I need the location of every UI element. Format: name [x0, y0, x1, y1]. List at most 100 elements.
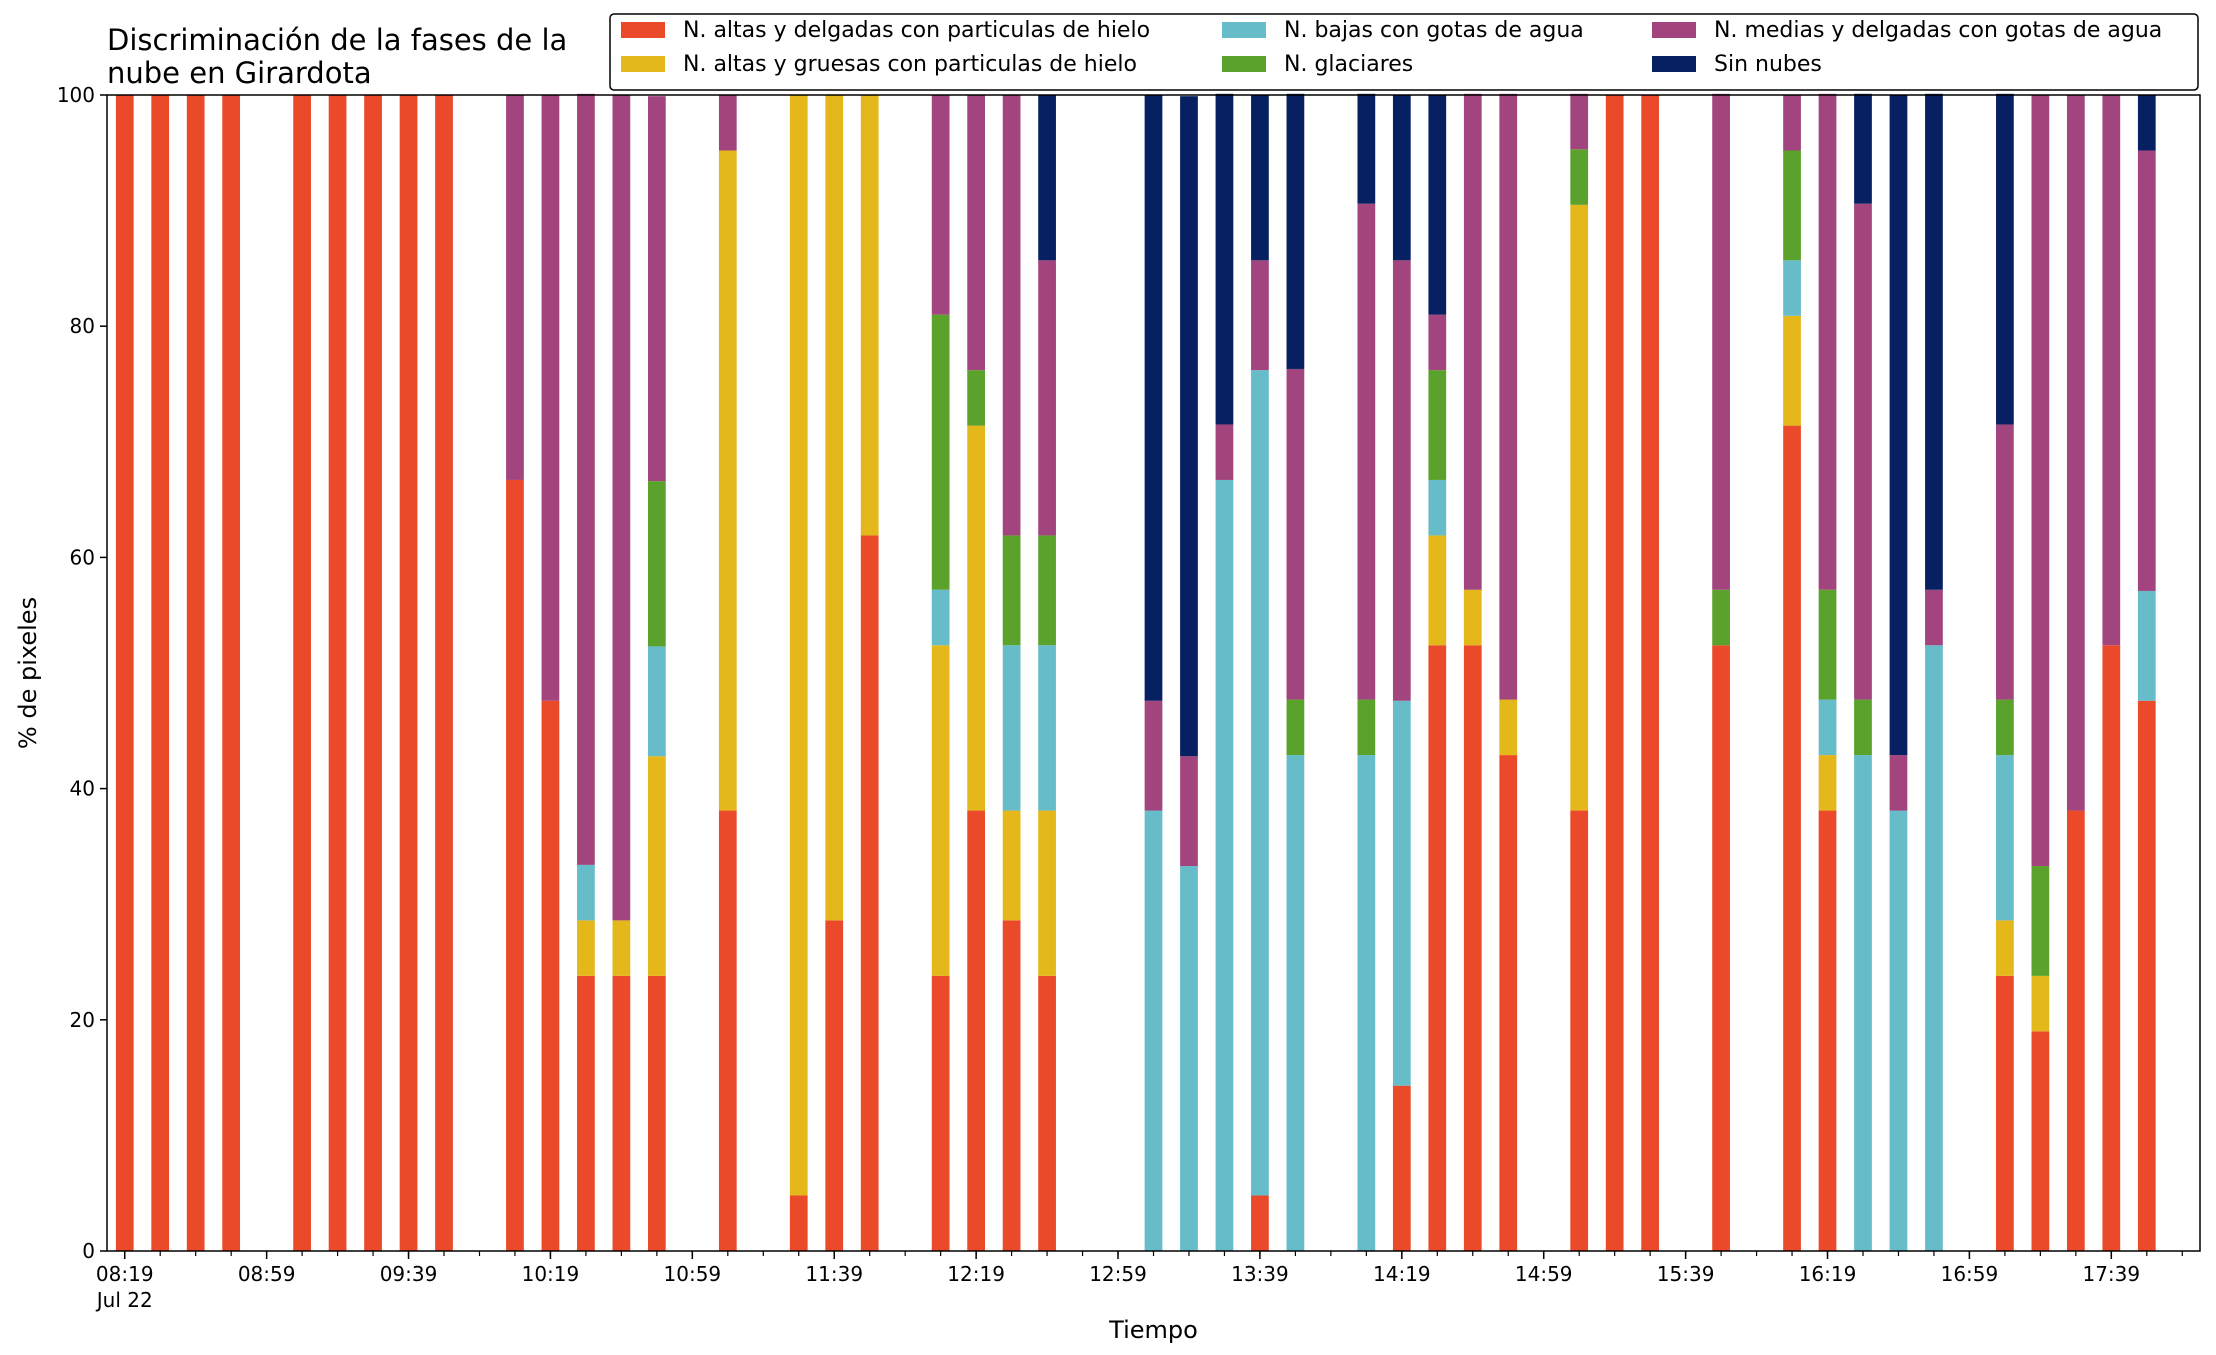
y-axis-label: % de pixeles — [14, 597, 42, 749]
bar-segment-38-3 — [1854, 699, 1872, 756]
y-tick-label-3: 60 — [70, 545, 95, 569]
bar-segment-23-5 — [1180, 96, 1198, 757]
bar-segment-3-0 — [222, 95, 241, 1251]
bar-segment-14-1 — [718, 150, 737, 811]
bar-segment-20-4 — [1002, 95, 1021, 536]
legend-label-1: N. altas y gruesas con particulas de hie… — [683, 52, 1137, 77]
bar-segment-37-3 — [1818, 589, 1837, 700]
legend-swatch-3 — [1222, 56, 1266, 72]
x-axis-label: Tiempo — [1108, 1316, 1198, 1344]
legend-swatch-5 — [1652, 56, 1696, 72]
bar-segment-29-5 — [1428, 95, 1447, 315]
y-tick-label-1: 20 — [70, 1008, 95, 1032]
x-tick-label-4: 10:59 — [664, 1262, 722, 1286]
bar-segment-41-5 — [1996, 93, 2014, 425]
bar-segment-40-2 — [1925, 645, 1943, 1251]
bar-segment-21-4 — [1038, 260, 1056, 536]
bar-segment-21-1 — [1038, 810, 1056, 976]
bar-segment-4-0 — [293, 95, 311, 1251]
legend-box — [609, 13, 2199, 91]
chart-title-line-2: nube en Girardota — [107, 56, 372, 90]
bar-segment-28-0 — [1392, 1085, 1411, 1251]
x-tick-label-13: 16:59 — [1941, 1262, 1999, 1286]
bar-segment-28-4 — [1392, 260, 1411, 701]
bar-segment-13-4 — [647, 96, 666, 482]
y-tick-label-4: 80 — [70, 314, 95, 338]
x-tick-sublabel: Jul 22 — [95, 1288, 153, 1312]
bar-segment-36-3 — [1783, 150, 1801, 261]
bar-segment-17-1 — [860, 95, 879, 536]
bar-segment-12-4 — [612, 95, 631, 921]
bar-segment-43-0 — [2066, 810, 2085, 1251]
bar-segment-35-4 — [1712, 93, 1730, 590]
x-tick-label-2: 09:39 — [380, 1262, 438, 1286]
bar-segment-13-0 — [647, 975, 666, 1251]
bar-segment-8-0 — [435, 95, 453, 1251]
bar-segment-36-4 — [1783, 95, 1801, 151]
bars-layer — [115, 93, 2156, 1251]
bar-segment-39-2 — [1889, 810, 1908, 1251]
bar-segment-42-0 — [2031, 1031, 2050, 1251]
bar-segment-38-5 — [1854, 93, 1872, 204]
bar-segment-18-2 — [931, 589, 950, 646]
bar-segment-32-1 — [1570, 204, 1589, 811]
bar-segment-26-3 — [1286, 699, 1305, 756]
bar-segment-17-0 — [860, 535, 879, 1251]
bar-segment-29-0 — [1428, 645, 1447, 1251]
chart-title-line-1: Discriminación de la fases de la — [107, 23, 567, 57]
x-tick-label-5: 11:39 — [805, 1262, 863, 1286]
bar-segment-20-0 — [1002, 920, 1021, 1251]
bar-segment-7-0 — [399, 95, 418, 1251]
bar-segment-13-1 — [647, 756, 666, 976]
bar-segment-15-0 — [789, 1195, 808, 1251]
bar-segment-44-4 — [2102, 95, 2121, 646]
bar-segment-19-3 — [967, 370, 985, 426]
bar-segment-18-1 — [931, 645, 950, 976]
bar-segment-28-5 — [1392, 95, 1411, 261]
bar-segment-20-3 — [1002, 535, 1021, 646]
legend: N. altas y delgadas con particulas de hi… — [609, 13, 2199, 91]
bar-segment-6-0 — [364, 95, 382, 1251]
bar-segment-41-1 — [1996, 920, 2014, 976]
bar-segment-40-5 — [1925, 93, 1943, 590]
bar-segment-24-5 — [1215, 93, 1234, 425]
bar-segment-27-4 — [1357, 203, 1376, 700]
y-tick-label-0: 0 — [82, 1239, 95, 1263]
bar-segment-42-4 — [2031, 95, 2050, 867]
y-axis: 0 20 40 60 80 100 — [57, 83, 107, 1263]
legend-swatch-1 — [621, 56, 665, 72]
bar-segment-18-4 — [931, 95, 950, 315]
y-tick-label-5: 100 — [57, 83, 95, 107]
bar-segment-41-2 — [1996, 755, 2014, 921]
bar-segment-37-0 — [1818, 810, 1837, 1251]
bar-segment-29-1 — [1428, 535, 1447, 646]
bar-segment-16-0 — [825, 920, 844, 1251]
bar-segment-19-4 — [967, 95, 985, 371]
bar-segment-36-2 — [1783, 260, 1801, 316]
bar-segment-35-0 — [1712, 645, 1730, 1251]
bar-segment-13-3 — [647, 481, 666, 647]
bar-segment-45-5 — [2137, 95, 2156, 151]
bar-segment-32-4 — [1570, 93, 1589, 150]
x-tick-label-9: 14:19 — [1373, 1262, 1431, 1286]
x-tick-label-10: 14:59 — [1515, 1262, 1573, 1286]
bar-segment-26-5 — [1286, 93, 1305, 369]
bar-segment-9-0 — [506, 479, 524, 1251]
bar-segment-36-0 — [1783, 425, 1801, 1251]
bar-segment-31-4 — [1499, 93, 1518, 700]
x-tick-label-14: 17:39 — [2082, 1262, 2140, 1286]
legend-label-5: Sin nubes — [1714, 52, 1822, 77]
bar-segment-27-3 — [1357, 699, 1376, 756]
bar-segment-1-0 — [151, 95, 170, 1251]
bar-segment-11-0 — [577, 975, 595, 1251]
x-tick-label-3: 10:19 — [522, 1262, 580, 1286]
x-tick-label-12: 16:19 — [1799, 1262, 1857, 1286]
x-tick-label-6: 12:19 — [947, 1262, 1005, 1286]
bar-segment-9-4 — [506, 95, 524, 480]
bar-segment-12-1 — [612, 920, 631, 976]
bar-segment-10-4 — [541, 95, 560, 701]
legend-label-3: N. glaciares — [1284, 52, 1413, 77]
bar-segment-18-3 — [931, 314, 950, 590]
x-tick-label-11: 15:39 — [1657, 1262, 1715, 1286]
